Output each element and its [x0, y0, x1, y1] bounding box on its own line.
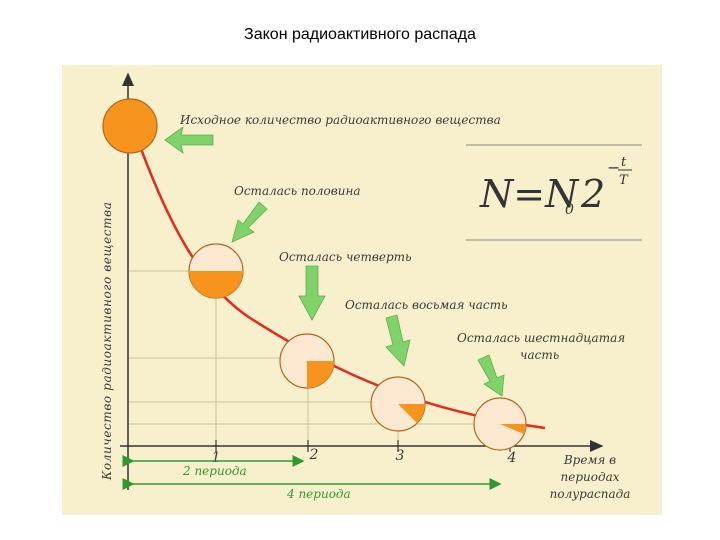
y-axis-label: Количество радиоактивного вещества — [100, 202, 114, 481]
tick-label-2: 2 — [309, 447, 319, 463]
formula-base: 2 — [580, 172, 605, 216]
sample-circle-sixteenth — [473, 397, 527, 451]
sample-circle-quarter — [279, 333, 335, 389]
arrow-eighth-icon — [385, 314, 411, 367]
label-sixteenth-line1: Осталась шестнадцатая — [457, 331, 625, 345]
label-half: Осталась половина — [234, 184, 361, 198]
sample-circle-half — [188, 243, 244, 299]
sample-circle-full — [102, 98, 158, 154]
x-axis-label-line2: периодах — [561, 470, 620, 484]
formula-subscript: 0 — [565, 202, 574, 218]
formula-exp-sign: − — [607, 158, 620, 177]
x-axis-label-line1: Время в — [563, 453, 616, 467]
label-sixteenth-line2: часть — [520, 348, 559, 362]
decay-curve — [128, 117, 546, 430]
formula-exp-den: T — [619, 173, 629, 188]
sample-circle-eighth — [370, 376, 426, 432]
diagram-panel — [62, 65, 662, 515]
label-eighth: Осталась восьмая часть — [345, 298, 508, 312]
arrow-quarter-icon — [298, 265, 326, 321]
tick-label-4: 4 — [507, 450, 517, 466]
x-axis-label-line3: полураспада — [550, 487, 631, 501]
arrow-sixteenth-icon — [477, 354, 505, 397]
label-four-periods: 4 периода — [286, 487, 351, 501]
label-two-periods: 2 периода — [182, 464, 247, 478]
label-quarter: Осталась четверть — [279, 250, 412, 264]
formula-lhs: N=N — [479, 172, 580, 216]
arrow-half-icon — [231, 201, 268, 243]
label-initial: Исходное количество радиоактивного вещес… — [179, 113, 501, 127]
formula-exp-num: t — [621, 155, 627, 170]
arrow-initial-icon — [164, 126, 214, 154]
slide-title: Закон радиоактивного распада — [244, 26, 476, 43]
tick-label-3: 3 — [396, 448, 405, 464]
